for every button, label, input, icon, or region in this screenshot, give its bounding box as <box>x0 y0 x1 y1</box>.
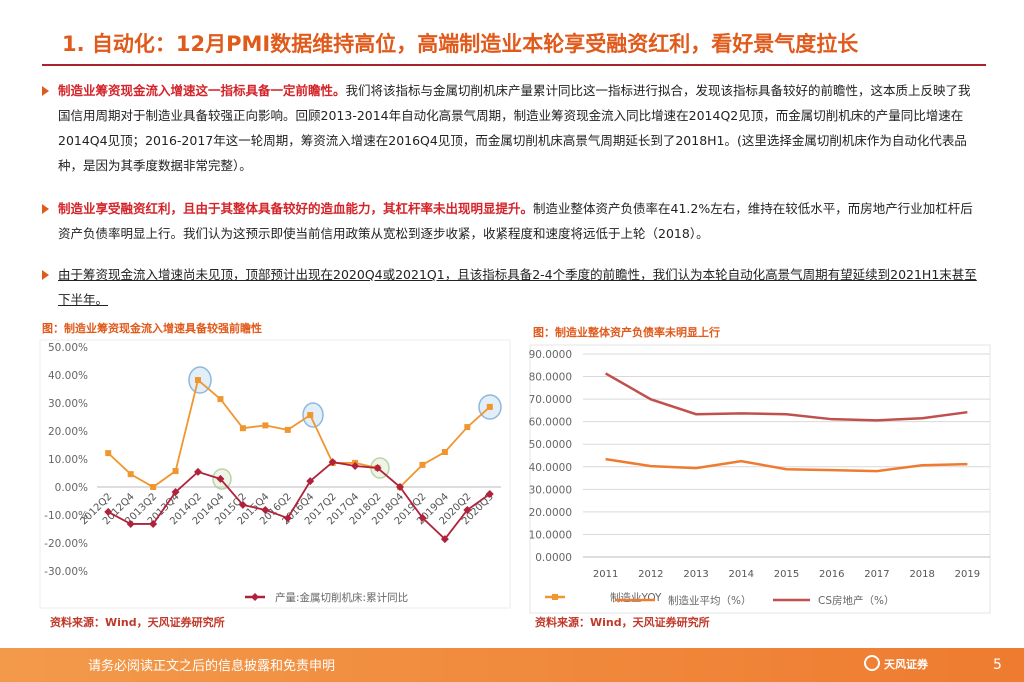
bullet: 制造业享受融资红利，且由于其整体具备较好的造血能力，其杠杆率未出现明显提升。制造… <box>42 196 978 246</box>
bullet: 由于筹资现金流入增速尚未见顶，顶部预计出现在2020Q4或2021Q1，且该指标… <box>42 262 978 312</box>
marker <box>104 507 113 516</box>
logo: 天风证券 <box>884 657 929 671</box>
marker <box>172 468 179 475</box>
marker <box>239 425 246 432</box>
page-number: 5 <box>993 657 1002 673</box>
chart-frame <box>529 344 991 614</box>
marker <box>396 483 404 491</box>
y-tick-label: -30.00% <box>44 566 88 578</box>
x-tick-label: 2018 <box>909 569 934 580</box>
title-rule <box>42 64 986 66</box>
slide-title: 1. 自动化：12月PMI数据维持高位，高端制造业本轮享受融资红利，看好景气度拉… <box>62 32 859 56</box>
x-tick-label: 2011 <box>593 569 618 580</box>
y-tick-label: 0.0000 <box>535 552 572 564</box>
marker <box>150 484 157 490</box>
marker <box>126 519 135 528</box>
marker <box>283 514 292 523</box>
marker <box>418 513 427 522</box>
marker <box>284 426 291 433</box>
x-tick-label: 2017 <box>864 569 889 580</box>
y-tick-label: 90.0000 <box>529 349 572 361</box>
x-tick-label: 2013 <box>683 569 708 580</box>
legend-label: 产量:金属切削机床:累计同比 <box>275 591 408 604</box>
marker <box>485 490 494 498</box>
legend-marker <box>251 593 259 601</box>
marker <box>194 467 202 476</box>
marker <box>440 535 449 544</box>
chart-title: 图：制造业整体资产负债率未明显上行 <box>533 325 720 339</box>
y-tick-label: 20.0000 <box>529 507 572 519</box>
x-tick-label: 2019 <box>955 569 980 580</box>
marker <box>441 449 448 455</box>
y-tick-label: 40.00% <box>48 370 88 382</box>
x-tick-label: 2014 <box>729 569 754 580</box>
y-tick-label: -20.00% <box>44 538 88 550</box>
logo-icon <box>864 655 880 671</box>
legend-label: CS房地产（%） <box>818 594 894 607</box>
marker <box>217 396 224 403</box>
marker <box>464 424 471 431</box>
y-tick-label: 60.0000 <box>529 417 572 429</box>
series-line <box>107 461 491 541</box>
marker <box>149 519 158 528</box>
x-tick-label: 2012 <box>638 569 663 580</box>
marker <box>373 463 382 472</box>
y-tick-label: 30.00% <box>48 398 88 410</box>
marker <box>105 450 112 457</box>
bullet: 制造业筹资现金流入增速这一指标具备一定前瞻性。我们将该指标与金属切削机床产量累计… <box>42 78 978 178</box>
y-tick-label: 10.0000 <box>529 529 572 541</box>
marker <box>486 403 493 410</box>
y-tick-label: -10.00% <box>44 510 88 522</box>
series-line <box>604 372 968 422</box>
footer-band <box>0 648 1024 682</box>
marker <box>261 505 270 514</box>
marker <box>307 412 314 419</box>
marker <box>351 462 360 470</box>
y-tick-label: 40.0000 <box>529 462 572 474</box>
legend-label: 制造业平均（%） <box>668 594 751 607</box>
highlights <box>188 366 502 490</box>
y-tick-label: 30.0000 <box>529 484 572 496</box>
marker <box>195 377 201 384</box>
x-tick-label: 2016 <box>819 569 844 580</box>
series-line <box>605 457 968 473</box>
series-line <box>107 378 491 489</box>
legend-label: 制造业YOY <box>610 591 662 604</box>
y-tick-label: 20.00% <box>48 426 88 438</box>
marker <box>238 500 247 509</box>
y-tick-label: 0.00% <box>55 482 88 494</box>
marker <box>463 505 472 514</box>
bullet-body: 制造业整体资产负债率在41.2%左右，维持在较低水平，而房地产行业加杠杆后资产负… <box>58 201 973 241</box>
chart-title: 图：制造业筹资现金流入增速具备较强前瞻性 <box>42 321 262 335</box>
bullet-body: 由于筹资现金流入增速尚未见顶，顶部预计出现在2020Q4或2021Q1，且该指标… <box>58 267 977 307</box>
y-tick-label: 50.0000 <box>529 439 572 451</box>
y-tick-label: 50.00% <box>48 342 88 354</box>
bullet-lead: 制造业享受融资红利，且由于其整体具备较好的造血能力，其杠杆率未出现明显提升。 <box>58 201 534 216</box>
marker <box>419 461 426 468</box>
disclaimer: 请务必阅读正文之后的信息披露和免责申明 <box>88 658 335 674</box>
y-tick-label: 70.0000 <box>529 394 572 406</box>
chart-frame <box>39 339 511 609</box>
marker <box>262 422 269 429</box>
y-tick-label: 10.00% <box>48 454 88 466</box>
marker <box>306 477 315 486</box>
marker <box>216 474 225 483</box>
marker <box>171 488 180 497</box>
bullet-body: 我们将该指标与金属切削机床产量累计同比这一指标进行拟合，发现该指标具备较好的前瞻… <box>58 83 971 173</box>
marker <box>127 471 134 478</box>
source: 资料来源：Wind，天风证券研究所 <box>535 615 710 629</box>
bullet-lead: 制造业筹资现金流入增速这一指标具备一定前瞻性。 <box>58 83 346 98</box>
legend-marker <box>552 594 558 600</box>
y-tick-label: 80.0000 <box>529 372 572 384</box>
marker <box>328 458 337 467</box>
source: 资料来源：Wind，天风证券研究所 <box>50 615 225 629</box>
x-tick-label: 2015 <box>774 569 799 580</box>
